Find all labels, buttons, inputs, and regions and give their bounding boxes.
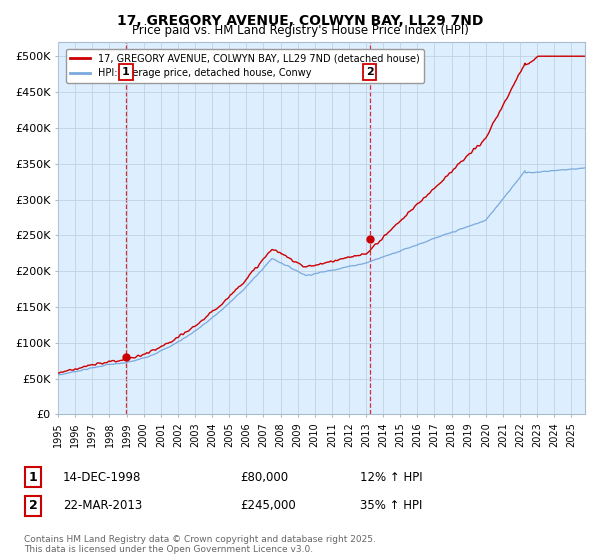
Text: 2: 2 — [366, 67, 374, 77]
Text: £245,000: £245,000 — [240, 499, 296, 512]
Legend: 17, GREGORY AVENUE, COLWYN BAY, LL29 7ND (detached house), HPI: Average price, d: 17, GREGORY AVENUE, COLWYN BAY, LL29 7ND… — [65, 49, 424, 83]
Text: 22-MAR-2013: 22-MAR-2013 — [63, 499, 142, 512]
Text: 35% ↑ HPI: 35% ↑ HPI — [360, 499, 422, 512]
Text: 2: 2 — [29, 499, 37, 512]
Text: £80,000: £80,000 — [240, 470, 288, 484]
Text: 12% ↑ HPI: 12% ↑ HPI — [360, 470, 422, 484]
Text: Price paid vs. HM Land Registry's House Price Index (HPI): Price paid vs. HM Land Registry's House … — [131, 24, 469, 37]
Text: 1: 1 — [122, 67, 130, 77]
Text: Contains HM Land Registry data © Crown copyright and database right 2025.
This d: Contains HM Land Registry data © Crown c… — [24, 535, 376, 554]
Text: 17, GREGORY AVENUE, COLWYN BAY, LL29 7ND: 17, GREGORY AVENUE, COLWYN BAY, LL29 7ND — [117, 14, 483, 28]
Text: 14-DEC-1998: 14-DEC-1998 — [63, 470, 142, 484]
Text: 1: 1 — [29, 470, 37, 484]
